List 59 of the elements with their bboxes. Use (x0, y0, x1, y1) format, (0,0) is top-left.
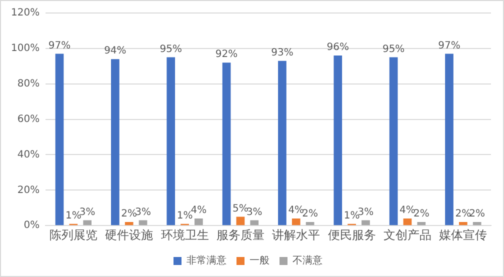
data-label: 1% (176, 210, 193, 222)
bar (472, 222, 482, 226)
bar (236, 216, 245, 226)
data-label: 97% (48, 40, 71, 52)
x-tick-label: 文创产品 (383, 228, 432, 242)
y-tick-label: 20% (17, 184, 40, 196)
bar (292, 218, 300, 226)
x-tick-label: 讲解水平 (272, 228, 320, 242)
y-tick-label: 0% (24, 220, 40, 232)
bar (334, 56, 342, 226)
data-label: 2% (413, 208, 430, 220)
y-tick-label: 60% (17, 114, 40, 125)
data-label: 95% (382, 44, 405, 55)
bar (278, 60, 286, 226)
data-label: 95% (160, 44, 182, 55)
data-label: 2% (455, 208, 472, 220)
bar (445, 54, 454, 226)
data-label: 94% (104, 46, 126, 57)
x-tick-label: 便民服务 (328, 228, 376, 242)
data-label: 4% (400, 205, 416, 216)
y-tick-label: 40% (17, 149, 40, 160)
data-label: 96% (326, 42, 350, 54)
data-label: 2% (302, 208, 318, 220)
data-label: 1% (344, 210, 360, 222)
bar (55, 54, 64, 226)
data-label: 3% (135, 206, 151, 218)
legend-label: 非常满意 (186, 254, 226, 267)
bar (124, 222, 134, 226)
x-tick-label: 环境卫生 (160, 228, 209, 242)
y-tick-label: 120% (10, 8, 40, 19)
x-tick-label: 硬件设施 (105, 228, 154, 242)
x-tick-label: 媒体宣传 (439, 228, 488, 242)
legend-label: 不满意 (292, 254, 322, 267)
bar (222, 62, 231, 226)
data-label: 97% (438, 40, 460, 52)
bar (362, 220, 370, 226)
data-label: 92% (215, 49, 238, 60)
bar (306, 222, 314, 226)
x-tick-label: 服务质量 (216, 228, 264, 242)
y-tick-label: 100% (10, 43, 40, 54)
bar (194, 218, 203, 226)
bar (417, 222, 426, 226)
data-label: 1% (65, 210, 82, 222)
legend-label: 一般 (250, 256, 270, 267)
bar (403, 218, 412, 226)
bar (166, 57, 176, 226)
bar (111, 59, 120, 226)
bar (83, 220, 92, 226)
data-label: 5% (232, 203, 248, 214)
data-label: 4% (190, 205, 207, 216)
bar (458, 222, 468, 226)
bar (250, 220, 259, 226)
bar (389, 57, 398, 226)
data-label: 3% (246, 206, 262, 218)
data-label: 2% (469, 208, 486, 220)
data-label: 93% (271, 47, 294, 58)
data-label: 2% (121, 208, 138, 220)
y-tick-label: 80% (17, 78, 40, 90)
x-tick-label: 陈列展览 (49, 228, 98, 242)
